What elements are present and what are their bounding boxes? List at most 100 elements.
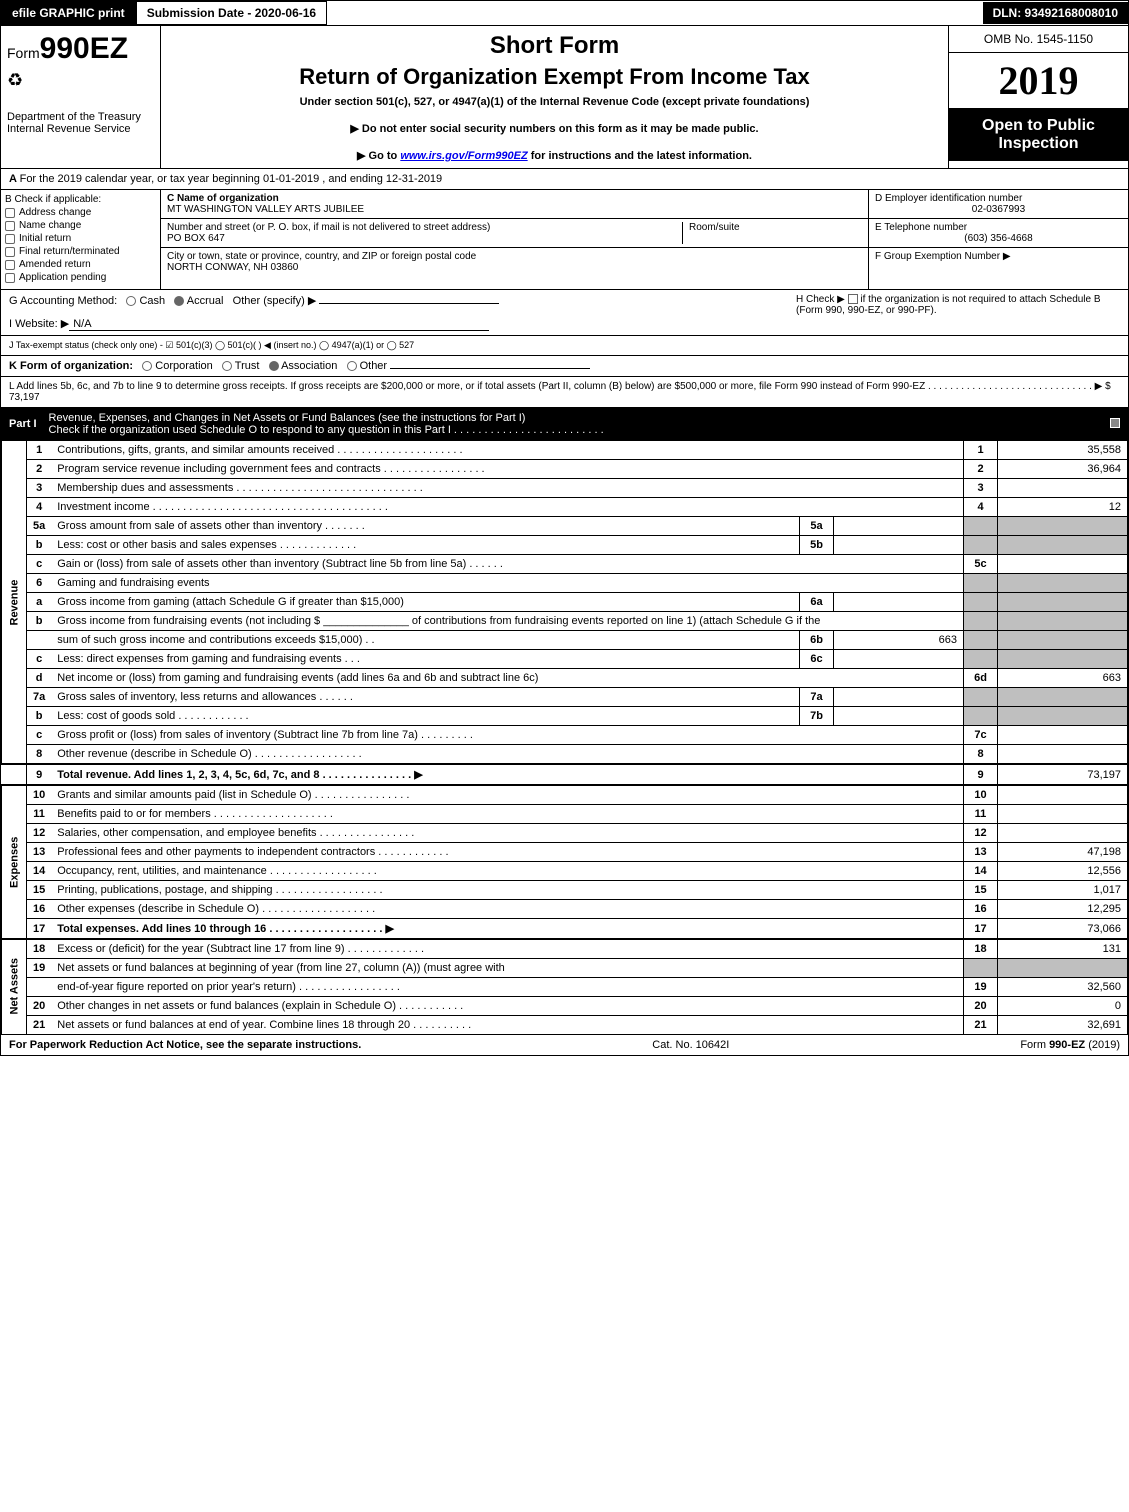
line-number: 1 xyxy=(27,441,52,460)
omb-number: OMB No. 1545-1150 xyxy=(949,26,1128,53)
gray-cell xyxy=(964,959,998,978)
line-g: G Accounting Method: Cash Accrual Other … xyxy=(1,290,788,335)
table-row: Expenses 10 Grants and similar amounts p… xyxy=(2,785,1128,805)
radio-icon[interactable] xyxy=(174,296,184,306)
chk-amended-return[interactable]: Amended return xyxy=(5,259,156,270)
goto-prefix: ▶ Go to xyxy=(357,150,400,162)
line-ref: 14 xyxy=(964,862,998,881)
line-desc: Salaries, other compensation, and employ… xyxy=(51,824,963,843)
spacer xyxy=(2,764,27,785)
org-name: MT WASHINGTON VALLEY ARTS JUBILEE xyxy=(167,204,862,215)
header-middle: Short Form Return of Organization Exempt… xyxy=(161,26,948,168)
c-city-label: City or town, state or province, country… xyxy=(167,251,862,262)
gray-cell xyxy=(964,574,998,593)
line-number: b xyxy=(27,707,52,726)
dln-label: DLN: 93492168008010 xyxy=(983,2,1128,24)
return-title: Return of Organization Exempt From Incom… xyxy=(173,64,936,90)
line-value: 0 xyxy=(998,997,1128,1016)
line-desc: Total expenses. Add lines 10 through 16 … xyxy=(51,919,963,940)
goto-link[interactable]: www.irs.gov/Form990EZ xyxy=(400,150,527,162)
part-check[interactable] xyxy=(1110,418,1120,431)
line-value: 12 xyxy=(998,498,1128,517)
header-left: Form990EZ ♻ Department of the Treasury I… xyxy=(1,26,161,168)
line-number: 6 xyxy=(27,574,52,593)
radio-icon[interactable] xyxy=(269,361,279,371)
gray-cell xyxy=(964,707,998,726)
line-number: d xyxy=(27,669,52,688)
line-ref: 11 xyxy=(964,805,998,824)
line-desc: Gross profit or (loss) from sales of inv… xyxy=(51,726,963,745)
table-row: 6 Gaming and fundraising events xyxy=(2,574,1128,593)
line-desc: Net income or (loss) from gaming and fun… xyxy=(51,669,963,688)
line-ref: 9 xyxy=(964,764,998,785)
top-bar-left: efile GRAPHIC print Submission Date - 20… xyxy=(1,1,327,25)
line-number: c xyxy=(27,555,52,574)
line-l: L Add lines 5b, 6c, and 7b to line 9 to … xyxy=(1,377,1128,408)
chk-final-return[interactable]: Final return/terminated xyxy=(5,246,156,257)
chk-name-change[interactable]: Name change xyxy=(5,220,156,231)
do-not-enter: ▶ Do not enter social security numbers o… xyxy=(173,122,936,135)
g-accrual: Accrual xyxy=(187,295,224,307)
submission-date-button[interactable]: Submission Date - 2020-06-16 xyxy=(136,1,327,25)
mid-ref: 5b xyxy=(800,536,834,555)
section-b-label: Check if applicable: xyxy=(14,194,101,205)
chk-initial-return[interactable]: Initial return xyxy=(5,233,156,244)
radio-icon[interactable] xyxy=(142,361,152,371)
line-value: 73,066 xyxy=(998,919,1128,940)
checkbox-icon xyxy=(5,273,15,283)
expenses-vertical-label: Expenses xyxy=(2,785,27,939)
mid-ref: 5a xyxy=(800,517,834,536)
chk-label: Application pending xyxy=(19,272,106,283)
line-number: c xyxy=(27,726,52,745)
line-a: A For the 2019 calendar year, or tax yea… xyxy=(1,169,1128,190)
k-other: Other xyxy=(360,360,388,372)
chk-address-change[interactable]: Address change xyxy=(5,207,156,218)
table-row: 7a Gross sales of inventory, less return… xyxy=(2,688,1128,707)
g-other-input[interactable] xyxy=(319,303,499,304)
table-row: 20 Other changes in net assets or fund b… xyxy=(2,997,1128,1016)
line-value xyxy=(998,824,1128,843)
k-corp: Corporation xyxy=(155,360,212,372)
radio-icon[interactable] xyxy=(222,361,232,371)
form-990ez: 990EZ xyxy=(40,32,128,65)
part-title: Revenue, Expenses, and Changes in Net As… xyxy=(49,412,604,436)
line-j: J Tax-exempt status (check only one) - ☑… xyxy=(1,336,1128,356)
part-label: Part I xyxy=(9,418,37,430)
gray-cell xyxy=(998,688,1128,707)
d-label: D Employer identification number xyxy=(875,193,1122,204)
efile-print-button[interactable]: efile GRAPHIC print xyxy=(1,1,136,25)
checkbox-icon xyxy=(5,208,15,218)
checkbox-icon xyxy=(5,260,15,270)
radio-icon[interactable] xyxy=(347,361,357,371)
line-desc: Net assets or fund balances at beginning… xyxy=(51,959,963,978)
line-number xyxy=(27,631,52,650)
line-ref: 2 xyxy=(964,460,998,479)
table-row: 8 Other revenue (describe in Schedule O)… xyxy=(2,745,1128,765)
line-ref: 5c xyxy=(964,555,998,574)
line-number: 4 xyxy=(27,498,52,517)
line-h: H Check ▶ if the organization is not req… xyxy=(788,290,1128,335)
table-row: Revenue 1 Contributions, gifts, grants, … xyxy=(2,441,1128,460)
g-prefix: G Accounting Method: xyxy=(9,295,117,307)
gray-cell xyxy=(964,650,998,669)
line-desc: Investment income . . . . . . . . . . . … xyxy=(51,498,963,517)
line-value xyxy=(998,805,1128,824)
line-desc: Gross sales of inventory, less returns a… xyxy=(51,688,799,707)
checkbox-icon xyxy=(1110,418,1120,428)
line-number: 5a xyxy=(27,517,52,536)
chk-application-pending[interactable]: Application pending xyxy=(5,272,156,283)
checkbox-icon xyxy=(5,234,15,244)
line-a-text: For the 2019 calendar year, or tax year … xyxy=(20,173,443,185)
line-desc: Less: cost of goods sold . . . . . . . .… xyxy=(51,707,799,726)
gray-cell xyxy=(998,612,1128,631)
mid-value xyxy=(834,688,964,707)
page-root: efile GRAPHIC print Submission Date - 20… xyxy=(0,0,1129,1056)
line-desc: Gross amount from sale of assets other t… xyxy=(51,517,799,536)
checkbox-icon[interactable] xyxy=(848,294,858,304)
line-ref: 1 xyxy=(964,441,998,460)
radio-icon[interactable] xyxy=(126,296,136,306)
line-ref: 20 xyxy=(964,997,998,1016)
k-other-input[interactable] xyxy=(390,368,590,369)
mid-ref: 7b xyxy=(800,707,834,726)
header-right: OMB No. 1545-1150 2019 Open to Public In… xyxy=(948,26,1128,168)
